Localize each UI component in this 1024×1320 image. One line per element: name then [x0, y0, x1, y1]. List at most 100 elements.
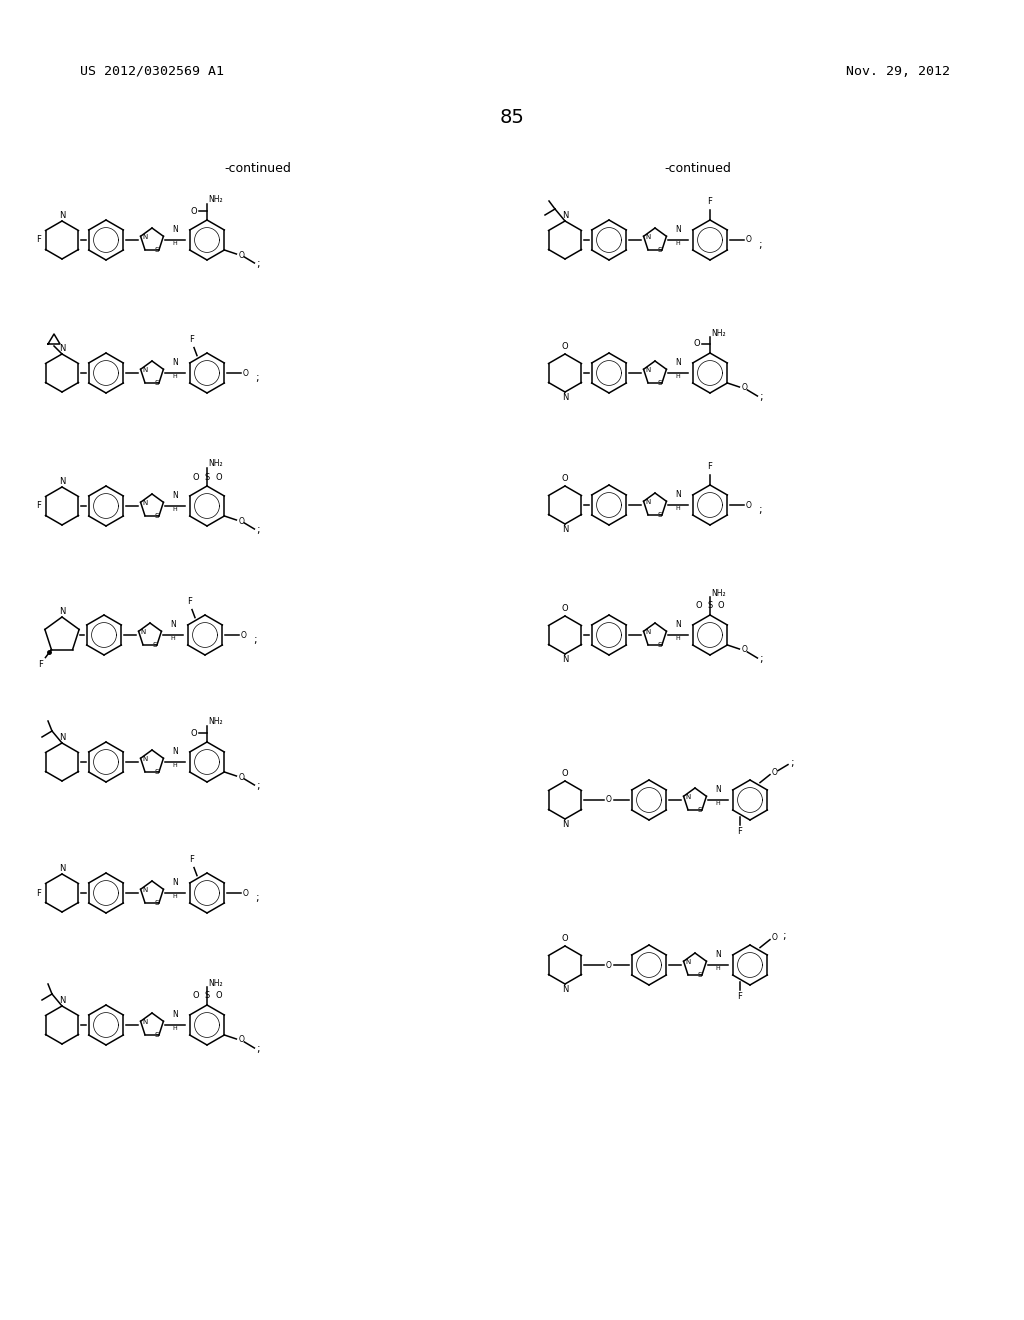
- Text: NH₂: NH₂: [711, 589, 726, 598]
- Text: O: O: [772, 933, 778, 942]
- Text: O: O: [193, 991, 199, 1001]
- Text: O: O: [746, 235, 752, 244]
- Text: N: N: [675, 490, 681, 499]
- Text: F: F: [737, 993, 742, 1002]
- Text: F: F: [36, 502, 41, 511]
- Text: H: H: [171, 636, 175, 642]
- Text: S: S: [154, 247, 159, 253]
- Text: ;: ;: [256, 1044, 260, 1053]
- Text: O: O: [562, 605, 568, 612]
- Text: N: N: [172, 358, 178, 367]
- Text: H: H: [173, 1026, 177, 1031]
- Text: S: S: [657, 247, 662, 253]
- Text: F: F: [708, 197, 713, 206]
- Text: H: H: [716, 801, 720, 807]
- Text: N: N: [58, 865, 66, 873]
- Text: N: N: [715, 950, 721, 960]
- Text: S: S: [205, 991, 210, 1001]
- Text: N: N: [172, 1010, 178, 1019]
- Text: N: N: [142, 234, 148, 240]
- Text: -continued: -continued: [224, 162, 292, 176]
- Text: N: N: [142, 367, 148, 374]
- Text: ;: ;: [255, 374, 259, 383]
- Text: N: N: [58, 211, 66, 220]
- Text: O: O: [215, 473, 221, 482]
- Text: N: N: [140, 630, 146, 635]
- Text: S: S: [154, 1032, 159, 1039]
- Text: F: F: [36, 235, 41, 244]
- Text: S: S: [708, 602, 713, 610]
- Text: N: N: [58, 733, 66, 742]
- Text: F: F: [737, 828, 742, 837]
- Text: H: H: [173, 242, 177, 246]
- Text: N: N: [172, 747, 178, 756]
- Text: 85: 85: [500, 108, 524, 127]
- Text: N: N: [646, 630, 651, 635]
- Text: O: O: [772, 768, 778, 777]
- Text: F: F: [708, 462, 713, 471]
- Text: N: N: [646, 367, 651, 374]
- Text: ;: ;: [758, 506, 762, 515]
- Text: O: O: [741, 645, 748, 655]
- Text: O: O: [190, 729, 197, 738]
- Text: N: N: [562, 820, 568, 829]
- Text: N: N: [715, 785, 721, 795]
- Text: O: O: [562, 935, 568, 942]
- Text: S: S: [657, 380, 662, 387]
- Text: ;: ;: [782, 931, 785, 941]
- Text: N: N: [675, 224, 681, 234]
- Text: ;: ;: [790, 758, 794, 768]
- Text: S: S: [657, 643, 662, 648]
- Text: NH₂: NH₂: [208, 459, 222, 469]
- Text: N: N: [172, 224, 178, 234]
- Text: F: F: [189, 854, 195, 863]
- Text: N: N: [646, 499, 651, 506]
- Text: NH₂: NH₂: [208, 718, 222, 726]
- Text: S: S: [697, 808, 701, 813]
- Text: S: S: [154, 380, 159, 387]
- Text: O: O: [606, 961, 612, 969]
- Text: F: F: [189, 334, 195, 343]
- Text: N: N: [170, 620, 176, 630]
- Text: O: O: [239, 251, 245, 260]
- Text: US 2012/0302569 A1: US 2012/0302569 A1: [80, 65, 224, 78]
- Text: O: O: [693, 339, 700, 348]
- Text: S: S: [154, 900, 159, 907]
- Text: O: O: [193, 473, 199, 482]
- Text: S: S: [205, 473, 210, 482]
- Text: ;: ;: [255, 894, 259, 903]
- Text: N: N: [562, 655, 568, 664]
- Text: O: O: [562, 474, 568, 483]
- Text: NH₂: NH₂: [208, 195, 222, 205]
- Text: N: N: [562, 211, 568, 220]
- Text: H: H: [173, 507, 177, 512]
- Text: ;: ;: [760, 392, 763, 403]
- Text: ;: ;: [760, 653, 763, 664]
- Text: Nov. 29, 2012: Nov. 29, 2012: [846, 65, 950, 78]
- Text: S: S: [657, 512, 662, 519]
- Text: NH₂: NH₂: [711, 329, 726, 338]
- Text: H: H: [676, 374, 680, 379]
- Text: H: H: [173, 894, 177, 899]
- Text: O: O: [695, 602, 702, 610]
- Text: O: O: [239, 516, 245, 525]
- Text: H: H: [716, 966, 720, 972]
- Text: N: N: [58, 477, 66, 486]
- Text: N: N: [562, 525, 568, 535]
- Text: N: N: [562, 985, 568, 994]
- Text: H: H: [173, 374, 177, 379]
- Text: S: S: [154, 513, 159, 519]
- Text: H: H: [676, 506, 680, 511]
- Text: F: F: [39, 660, 43, 668]
- Text: O: O: [239, 772, 245, 781]
- Text: O: O: [215, 991, 221, 1001]
- Text: N: N: [58, 345, 66, 352]
- Text: S: S: [697, 973, 701, 978]
- Text: N: N: [675, 358, 681, 367]
- Text: H: H: [173, 763, 177, 768]
- Text: H: H: [676, 242, 680, 246]
- Text: N: N: [142, 1019, 148, 1026]
- Text: O: O: [562, 770, 568, 777]
- Text: O: O: [241, 631, 247, 639]
- Text: ;: ;: [758, 240, 762, 249]
